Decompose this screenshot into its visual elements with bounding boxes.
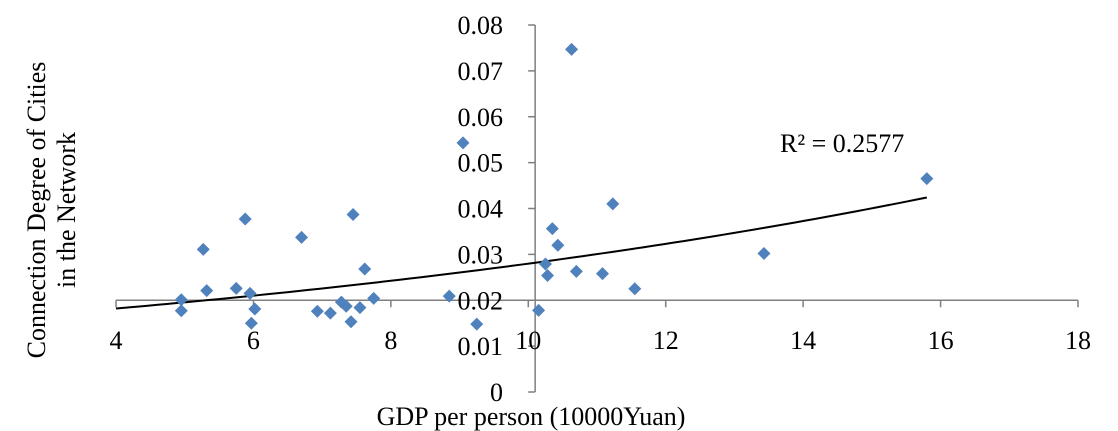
data-point: [244, 316, 258, 330]
x-tick-label: 6: [247, 326, 260, 355]
ticks: [115, 24, 1079, 393]
x-tick-label: 12: [653, 326, 679, 355]
tick-labels: 4 6 8 10 12 14 16 18 0 0.01 0.02 0.03 0.04 0.05 0.06 0.…: [110, 11, 1092, 407]
data-point: [565, 42, 579, 56]
data-point: [339, 299, 353, 313]
y-tick-label: 0.07: [458, 57, 504, 86]
data-point: [595, 267, 609, 281]
y-tick-label: 0.05: [458, 149, 504, 178]
data-point: [344, 315, 358, 329]
y-axis-title-line-1: Connection Degree of Cities: [22, 62, 51, 359]
y-tick-label: 0.03: [458, 240, 504, 269]
data-point: [628, 282, 642, 296]
y-tick-label: 0.01: [458, 332, 504, 361]
data-point: [569, 264, 583, 278]
x-tick-label: 16: [928, 326, 954, 355]
y-tick-label: 0.06: [458, 103, 504, 132]
r-squared-label: R² = 0.2577: [780, 129, 904, 158]
x-tick-label: 14: [790, 326, 816, 355]
x-tick-label: 8: [384, 326, 397, 355]
data-points: [174, 42, 934, 331]
y-axis-title-line-2: in the Network: [52, 132, 81, 288]
data-point: [920, 172, 934, 186]
y-tick-label: 0.04: [458, 195, 504, 224]
data-point: [174, 293, 188, 307]
data-point: [346, 207, 360, 221]
data-point: [541, 268, 555, 282]
data-point: [538, 257, 552, 271]
y-tick-label: 0.08: [458, 11, 504, 40]
data-point: [323, 306, 337, 320]
data-point: [310, 304, 324, 318]
data-point: [353, 301, 367, 315]
data-point: [243, 286, 257, 300]
y-tick-label: 0.02: [458, 286, 504, 315]
data-point: [196, 242, 210, 256]
data-point: [606, 197, 620, 211]
data-point: [470, 317, 484, 331]
data-point: [442, 289, 456, 303]
data-point: [200, 284, 214, 298]
data-point: [551, 238, 565, 252]
data-point: [174, 304, 188, 318]
y-axis-title: Connection Degree of Cities in the Netwo…: [22, 62, 81, 359]
data-point: [532, 303, 546, 317]
data-point: [358, 262, 372, 276]
data-point: [757, 246, 771, 260]
x-tick-label: 10: [515, 326, 541, 355]
x-tick-label: 4: [110, 326, 123, 355]
data-point: [238, 212, 252, 226]
data-point: [545, 222, 559, 236]
data-point: [229, 281, 243, 295]
data-point: [295, 230, 309, 244]
y-tick-label: 0: [490, 378, 503, 407]
data-point: [248, 302, 262, 316]
data-point: [456, 136, 470, 150]
x-axis-title: GDP per person (10000Yuan): [377, 402, 686, 431]
data-point: [367, 291, 381, 305]
x-tick-label: 18: [1065, 326, 1091, 355]
